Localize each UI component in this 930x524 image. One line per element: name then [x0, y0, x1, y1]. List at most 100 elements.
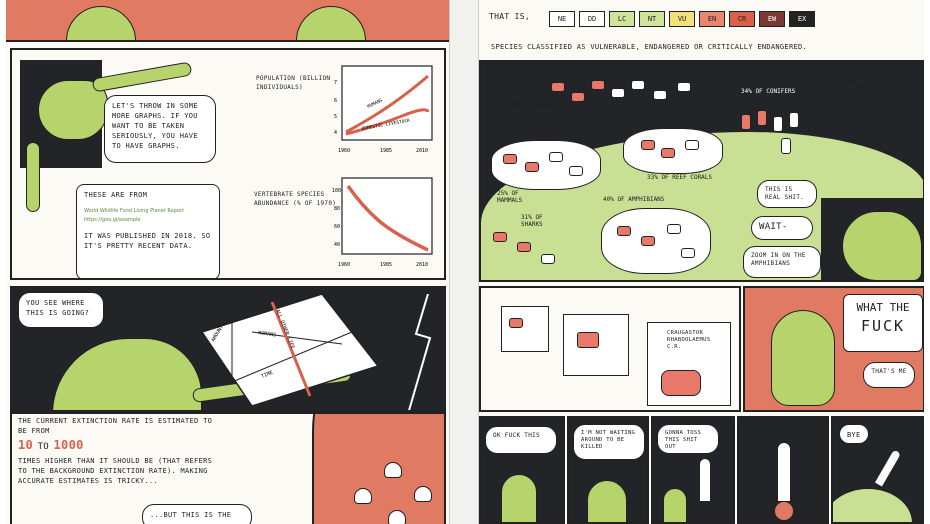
paper-humans-line [251, 331, 343, 345]
population-chart: 7 6 5 4 HUMANS DOMESTIC LIVESTOCK 1960 1… [334, 65, 433, 154]
label-mammals: 25% OF MAMMALS [497, 190, 523, 204]
pop-y-tick-5: 5 [334, 114, 337, 120]
label-reef-corals: 33% OF REEF CORALS [647, 174, 713, 181]
skull-icon [354, 488, 372, 504]
right-comic-page: THAT IS, NE DD LC NT VU EN CR EW EX SPECIES CLAS… [478, 0, 924, 524]
graphs-panel: LET'S THROW IN SOME MORE GRAPHS. IF YOU … [10, 48, 446, 280]
vertebrate-chart: 100 80 60 40 1960 1985 2010 [332, 177, 433, 268]
strip-bubble-2: I'M NOT WAITING AROUND TO BE KILLED [573, 424, 645, 460]
category-lc: LC [609, 11, 636, 27]
zoom-text: ZOOM IN ON THE AMPHIBIANS [751, 252, 806, 267]
frog-medium-icon [577, 332, 599, 348]
wait-bubble: WAIT- [751, 216, 813, 240]
strip-bubble-4: BYE [839, 424, 869, 444]
bird-icon [631, 80, 645, 90]
intro-speech-bubble: LET'S THROW IN SOME MORE GRAPHS. IF YOU … [104, 95, 216, 163]
extinction-panel: THE CURRENT EXTINCTION RATE IS ESTIMATED… [10, 412, 446, 524]
skull-icon [388, 510, 406, 524]
frog-strip-2 [587, 480, 627, 522]
frog-with-binoculars [842, 211, 922, 280]
frog-strip-1 [501, 474, 537, 522]
shark-icon [517, 242, 531, 252]
conifer-icon [781, 138, 791, 154]
source-link-1[interactable]: World Wildlife Fund Living Planet Report [84, 208, 184, 214]
zoom-box-1 [501, 306, 549, 352]
label-sharks: 31% OF SHARKS [521, 214, 543, 228]
category-vu: VU [669, 11, 696, 27]
label-conifers: 34% OF CONIFERS [741, 88, 796, 95]
category-ex: EX [789, 11, 816, 27]
extinction-number-10: 10 [18, 438, 34, 452]
pop-x-tick-1985: 1985 [380, 148, 392, 154]
mammal-icon [549, 152, 563, 162]
earth-planet [833, 488, 913, 522]
bird-icon [653, 90, 667, 100]
label-amphibians: 40% OF AMPHIBIANS [603, 196, 665, 203]
bird-icon [591, 80, 605, 90]
frog-leg [26, 142, 40, 212]
rocket-icon [873, 448, 903, 488]
conifer-icon [741, 114, 751, 130]
wtf-line-1: WHAT THE [856, 301, 910, 314]
pop-x-tick-1960: 1960 [338, 148, 350, 154]
source-box: THESE ARE FROM World Wildlife Fund Livin… [76, 184, 220, 278]
lightning-bolt [408, 294, 432, 410]
rocket-flame [775, 502, 793, 520]
category-en: EN [699, 11, 726, 27]
zoom-bubble: ZOOM IN ON THE AMPHIBIANS [743, 246, 821, 278]
wtf-line-2: FUCK [860, 317, 906, 335]
category-nt: NT [639, 11, 666, 27]
wtf-panel: WHAT THE FUCK THAT'S ME [743, 286, 924, 412]
vert-y-tick-60: 60 [334, 224, 340, 230]
frog-arm [91, 61, 193, 93]
going-speech-bubble: YOU SEE WHERE THIS IS GOING? [18, 292, 104, 328]
frog-strip-3 [663, 488, 687, 522]
category-ne: NE [549, 11, 576, 27]
strip-text-3: GONNA TOSS THIS SHIT OUT [665, 430, 702, 450]
extinction-text-block: THE CURRENT EXTINCTION RATE IS ESTIMATED… [18, 416, 214, 486]
thats-me-bubble: THAT'S ME [863, 362, 915, 388]
category-dd: DD [579, 11, 606, 27]
craugastor-label: CRAUGASTOR RHABDOLAEMUS C.R. [667, 330, 711, 350]
pop-x-tick-2010: 2010 [416, 148, 428, 154]
vert-x-tick-1985: 1985 [380, 262, 392, 268]
source-box-bottom-text: IT WAS PUBLISHED IN 2018. SO IT'S PRETTY… [84, 232, 211, 250]
category-list: NE DD LC NT VU EN CR EW EX [549, 6, 819, 27]
coral-icon [685, 140, 699, 150]
population-humans-line [345, 74, 429, 134]
frog-eye-right [296, 6, 366, 40]
bird-icon [677, 82, 691, 92]
amphibian-icon [641, 236, 655, 246]
extinction-text-part2: TIMES HIGHER THAN IT SHOULD BE (THAT REF… [18, 457, 213, 485]
population-chart-frame [341, 65, 433, 141]
vert-y-tick-80: 80 [334, 206, 340, 212]
top-red-strip [6, 0, 449, 42]
paper-label-time: TIME [261, 370, 274, 380]
strip-panel-3: GONNA TOSS THIS SHIT OUT [651, 416, 735, 524]
strip-panel-1: OK FUCK THIS [479, 416, 565, 524]
vert-x-tick-2010: 2010 [416, 262, 428, 268]
species-panel: 13% OF BIRDS 34% OF CONIFERS 25% OF MAMM… [479, 60, 924, 282]
wtf-bubble: WHAT THE FUCK [843, 294, 923, 352]
categories-row: THAT IS, NE DD LC NT VU EN CR EW EX [489, 6, 919, 28]
bird-icon [571, 92, 585, 102]
skull-icon [414, 486, 432, 502]
strip-panel-2: I'M NOT WAITING AROUND TO BE KILLED [567, 416, 649, 524]
thats-me-text: THAT'S ME [871, 368, 907, 375]
frog-character-going [52, 338, 202, 410]
bird-icon [611, 88, 625, 98]
mammal-icon [569, 166, 583, 176]
pop-y-tick-6: 6 [334, 98, 337, 104]
shark-icon [493, 232, 507, 242]
coral-icon [661, 148, 675, 158]
vertebrate-chart-title: VERTEBRATE SPECIES ABUNDANCE (% OF 1970) [254, 191, 337, 207]
source-link-2[interactable]: https://goo.gl/example [84, 217, 141, 223]
vert-x-tick-1960: 1960 [338, 262, 350, 268]
frog-large-icon [661, 370, 701, 396]
vert-y-tick-100: 100 [332, 188, 341, 194]
paper-graph: AMOUNT TIME HUMANS ALL OTHER LIFE [200, 293, 380, 407]
vert-y-tick-40: 40 [334, 242, 340, 248]
going-bubble-text: YOU SEE WHERE THIS IS GOING? [26, 299, 90, 317]
extinction-to: TO [37, 442, 50, 452]
strip-text-4: BYE [847, 431, 861, 439]
